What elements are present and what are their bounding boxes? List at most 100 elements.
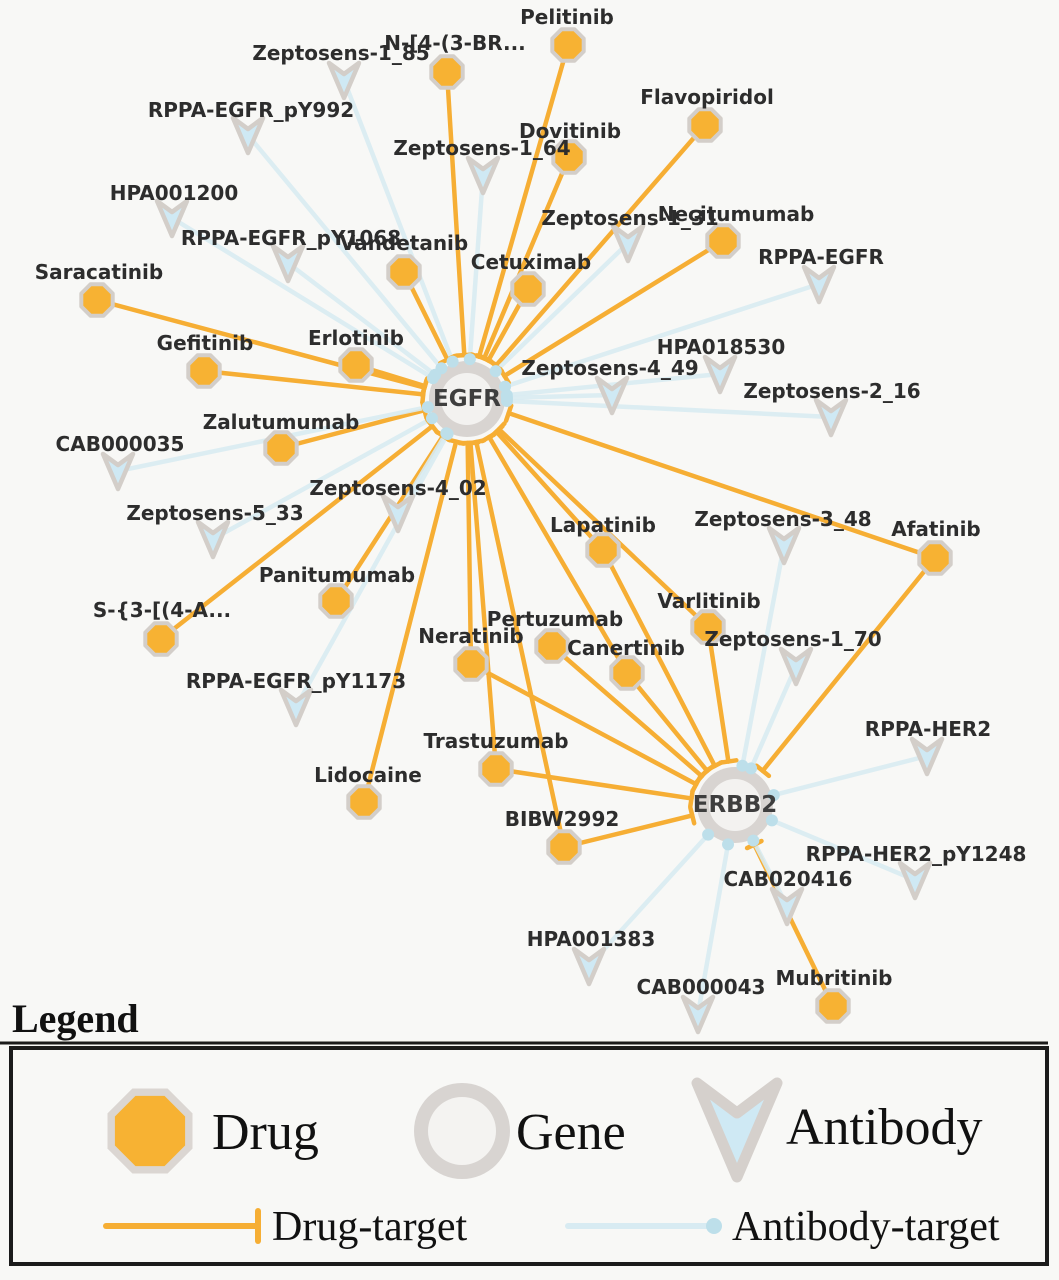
drug-node-pertuzumab[interactable] <box>534 628 570 664</box>
antibody-node-hpa018530[interactable] <box>702 354 738 395</box>
antibody-node-cab020416[interactable] <box>769 886 805 927</box>
drug-node-canertinib[interactable] <box>609 655 645 691</box>
edge-drug-target-flavopiridol-egfr <box>493 122 708 369</box>
antibody-node-rppa-egfr[interactable] <box>801 264 837 305</box>
antibody-label-hpa001200: HPA001200 <box>110 181 239 205</box>
drug-label-vandetanib: Vandetanib <box>340 231 468 255</box>
drug-label-canertinib: Canertinib <box>567 636 685 660</box>
legend: Legend Drug Gene Antibody Drug-target An… <box>0 996 1049 1266</box>
antibody-target-edges-layer <box>115 77 930 1017</box>
drug-node-mubritinib[interactable] <box>815 988 851 1024</box>
antibody-label-rppa-egfr-py992: RPPA-EGFR_pY992 <box>148 98 354 122</box>
tee-marker-cetuximab <box>479 354 498 367</box>
antibody-node-zeptosens-1-64[interactable] <box>465 155 501 196</box>
antibody-node-rppa-egfr-py992[interactable] <box>230 115 266 156</box>
antibody-node-cab000035[interactable] <box>100 451 136 492</box>
tee-marker-afatinib <box>754 763 772 779</box>
drug-label-cetuximab: Cetuximab <box>471 250 591 274</box>
antibody-node-zeptosens-2-16[interactable] <box>813 397 849 438</box>
drug-node-afatinib[interactable] <box>917 540 953 576</box>
drug-label-n-4-3-br: N-[4-(3-BR... <box>384 31 526 55</box>
edge-drug-target-lapatinib-egfr <box>494 429 606 553</box>
dot-marker-zeptosens-1-64 <box>463 353 476 366</box>
drug-node-necitumumab[interactable] <box>705 223 741 259</box>
edge-antibody-target-zeptosens-1-70-erbb2 <box>748 663 799 771</box>
drug-label-varlitinib: Varlitinib <box>657 589 760 613</box>
antibody-label-zeptosens-2-16: Zeptosens-2_16 <box>743 379 920 403</box>
antibody-label-zeptosens-1-70: Zeptosens-1_70 <box>704 627 881 651</box>
antibody-node-rppa-egfr-py1173[interactable] <box>278 687 314 728</box>
edge-drug-target-necitumumab-egfr <box>502 238 726 379</box>
antibody-label-zeptosens-4-02: Zeptosens-4_02 <box>309 476 486 500</box>
edge-drug-target-s-3-4-a-egfr <box>158 423 435 642</box>
drug-node-zalutumumab[interactable] <box>263 430 299 466</box>
drug-node-erlotinib[interactable] <box>338 347 374 383</box>
drug-node-neratinib[interactable] <box>453 646 489 682</box>
drug-node-lapatinib[interactable] <box>585 532 621 568</box>
tee-marker-trastuzumab <box>688 788 695 809</box>
antibody-node-rppa-her2-py1248[interactable] <box>897 860 933 901</box>
drug-node-vandetanib[interactable] <box>386 254 422 290</box>
drug-node-n-4-3-br[interactable] <box>429 54 465 90</box>
antibody-label-rppa-her2: RPPA-HER2 <box>865 717 991 741</box>
drug-label-lidocaine: Lidocaine <box>314 763 422 787</box>
edge-antibody-target-rppa-egfr-py1068-egfr <box>285 260 438 378</box>
drug-node-saracatinib[interactable] <box>79 282 115 318</box>
edge-drug-target-afatinib-egfr <box>506 410 938 561</box>
legend-title: Legend <box>12 996 139 1041</box>
drug-label-bibw2992: BIBW2992 <box>505 807 620 831</box>
drug-node-panitumumab[interactable] <box>318 583 354 619</box>
drug-node-s-3-4-a[interactable] <box>143 621 179 657</box>
tee-marker-varlitinib <box>718 758 739 765</box>
drug-node-varlitinib[interactable] <box>690 609 726 645</box>
antibody-node-zeptosens-3-48[interactable] <box>766 525 802 566</box>
antibody-node-cab000043[interactable] <box>680 994 716 1035</box>
edge-drug-target-neratinib-erbb2 <box>468 661 699 787</box>
gene-node-inner-egfr <box>441 373 493 425</box>
antibody-label-zeptosens-1-64: Zeptosens-1_64 <box>393 136 570 160</box>
drug-node-dovitinib[interactable] <box>551 139 587 175</box>
dot-marker-zeptosens-1-31 <box>489 365 502 378</box>
edge-drug-target-bibw2992-erbb2 <box>561 813 695 850</box>
drug-label-pertuzumab: Pertuzumab <box>487 607 623 631</box>
antibody-node-zeptosens-1-70[interactable] <box>778 646 814 687</box>
edge-antibody-target-rppa-egfr-egfr <box>502 281 822 389</box>
antibody-node-zeptosens-5-33[interactable] <box>195 519 231 560</box>
edge-drug-target-dovitinib-egfr <box>481 154 572 361</box>
edge-drug-target-gefitinib-egfr <box>201 368 426 397</box>
drug-node-gefitinib[interactable] <box>186 353 222 389</box>
antibody-node-rppa-egfr-py1068[interactable] <box>270 243 306 284</box>
edge-drug-target-bibw2992-egfr <box>474 439 567 850</box>
antibody-node-zeptosens-1-85[interactable] <box>326 60 362 101</box>
drug-label-neratinib: Neratinib <box>418 624 524 648</box>
antibody-node-hpa001200[interactable] <box>154 198 190 239</box>
edge-antibody-target-zeptosens-1-85-egfr <box>341 77 455 364</box>
drug-label-lapatinib: Lapatinib <box>550 513 656 537</box>
edge-end-markers-layer <box>420 352 780 851</box>
drug-node-cetuximab[interactable] <box>510 271 546 307</box>
edge-drug-target-trastuzumab-egfr <box>468 440 499 772</box>
legend-box <box>9 1046 1049 1266</box>
antibody-node-zeptosens-4-49[interactable] <box>594 375 630 416</box>
edge-antibody-target-zeptosens-3-48-erbb2 <box>740 542 787 768</box>
drug-node-trastuzumab[interactable] <box>478 751 514 787</box>
antibody-node-zeptosens-1-31[interactable] <box>610 223 646 264</box>
antibody-node-hpa001383[interactable] <box>571 946 607 987</box>
drug-label-flavopiridol: Flavopiridol <box>640 85 774 109</box>
drug-node-lidocaine[interactable] <box>346 784 382 820</box>
edge-drug-target-panitumumab-egfr <box>333 433 446 604</box>
edge-drug-target-afatinib-erbb2 <box>760 555 938 774</box>
legend-gene-label: Gene <box>516 1104 626 1161</box>
drug-label-panitumumab: Panitumumab <box>259 563 415 587</box>
gene-node-inner-erbb2 <box>709 779 761 831</box>
drug-node-pelitinib[interactable] <box>550 27 586 63</box>
drug-node-bibw2992[interactable] <box>546 829 582 865</box>
edge-drug-target-canertinib-erbb2 <box>624 670 710 774</box>
antibody-node-rppa-her2[interactable] <box>909 736 945 777</box>
dot-marker-cab000043 <box>722 838 735 851</box>
antibody-node-zeptosens-4-02[interactable] <box>380 493 416 534</box>
legend-drug-label: Drug <box>212 1104 319 1161</box>
drug-node-flavopiridol[interactable] <box>687 107 723 143</box>
edge-antibody-target-hpa018530-egfr <box>504 371 723 398</box>
